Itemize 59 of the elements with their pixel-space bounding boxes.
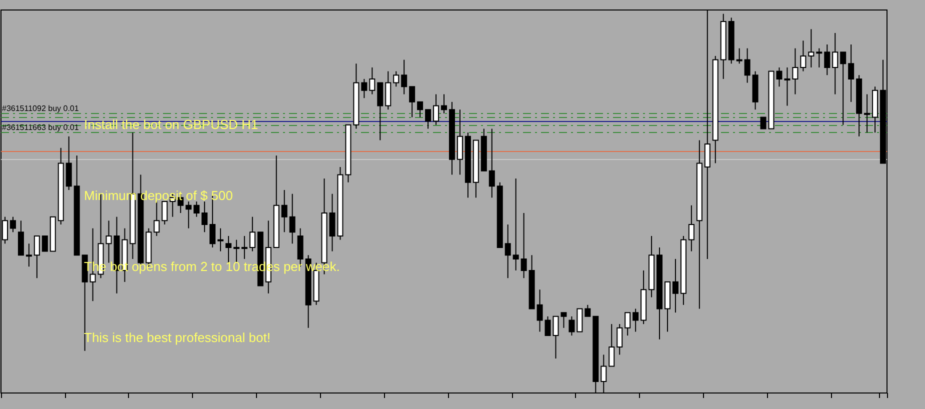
candlestick xyxy=(441,94,447,114)
candlestick xyxy=(536,289,543,332)
candlestick xyxy=(576,308,583,332)
candlestick xyxy=(488,128,495,198)
candlestick xyxy=(249,216,256,252)
candlestick xyxy=(760,116,766,130)
candlestick xyxy=(688,204,694,252)
candlestick xyxy=(289,193,296,244)
candlestick xyxy=(186,201,192,229)
candlestick xyxy=(18,220,24,256)
candlestick xyxy=(800,40,806,72)
candlestick xyxy=(840,52,846,126)
candlestick xyxy=(792,48,798,95)
candlestick xyxy=(34,235,40,279)
candlestick xyxy=(736,48,742,64)
candlestick xyxy=(409,86,416,118)
candlestick xyxy=(417,101,424,118)
ref-line-label: #361511092 buy 0.01 xyxy=(2,104,80,113)
candlestick xyxy=(393,70,400,88)
candlestick xyxy=(848,44,854,102)
candlestick xyxy=(401,59,408,95)
candlestick xyxy=(512,178,519,271)
candlestick xyxy=(241,235,248,260)
candlestick xyxy=(608,324,615,367)
candlestick xyxy=(832,32,838,95)
candlestick xyxy=(864,94,870,134)
candlestick xyxy=(520,212,527,279)
candlestick xyxy=(281,190,288,233)
candlestick xyxy=(42,235,48,252)
candlestick xyxy=(218,228,224,252)
candlestick xyxy=(66,136,72,191)
candlestick xyxy=(202,201,208,233)
candlestick xyxy=(225,235,232,264)
candlestick xyxy=(162,201,168,225)
candlestick xyxy=(504,224,511,279)
candlestick xyxy=(433,94,440,126)
candlestick xyxy=(808,28,814,68)
candlestick xyxy=(824,44,830,76)
candlestick xyxy=(568,316,575,336)
candlestick xyxy=(672,258,678,314)
candlestick xyxy=(369,66,376,95)
candlestick xyxy=(10,216,16,233)
candlestick xyxy=(154,201,160,236)
candlestick xyxy=(784,66,790,106)
candlestick xyxy=(584,304,591,317)
candlestick xyxy=(816,48,822,68)
candlestick xyxy=(624,312,631,336)
candlestick xyxy=(26,243,32,268)
candlestick xyxy=(632,308,639,332)
candlestick xyxy=(361,78,368,99)
candlestick xyxy=(233,239,240,264)
candlestick xyxy=(744,48,750,84)
candlestick xyxy=(425,109,432,130)
candlestick xyxy=(616,324,623,356)
candlestick xyxy=(194,201,200,218)
candlestick xyxy=(385,70,392,110)
candlestick xyxy=(377,82,384,141)
candlestick xyxy=(456,109,463,176)
candlestick xyxy=(560,312,567,328)
